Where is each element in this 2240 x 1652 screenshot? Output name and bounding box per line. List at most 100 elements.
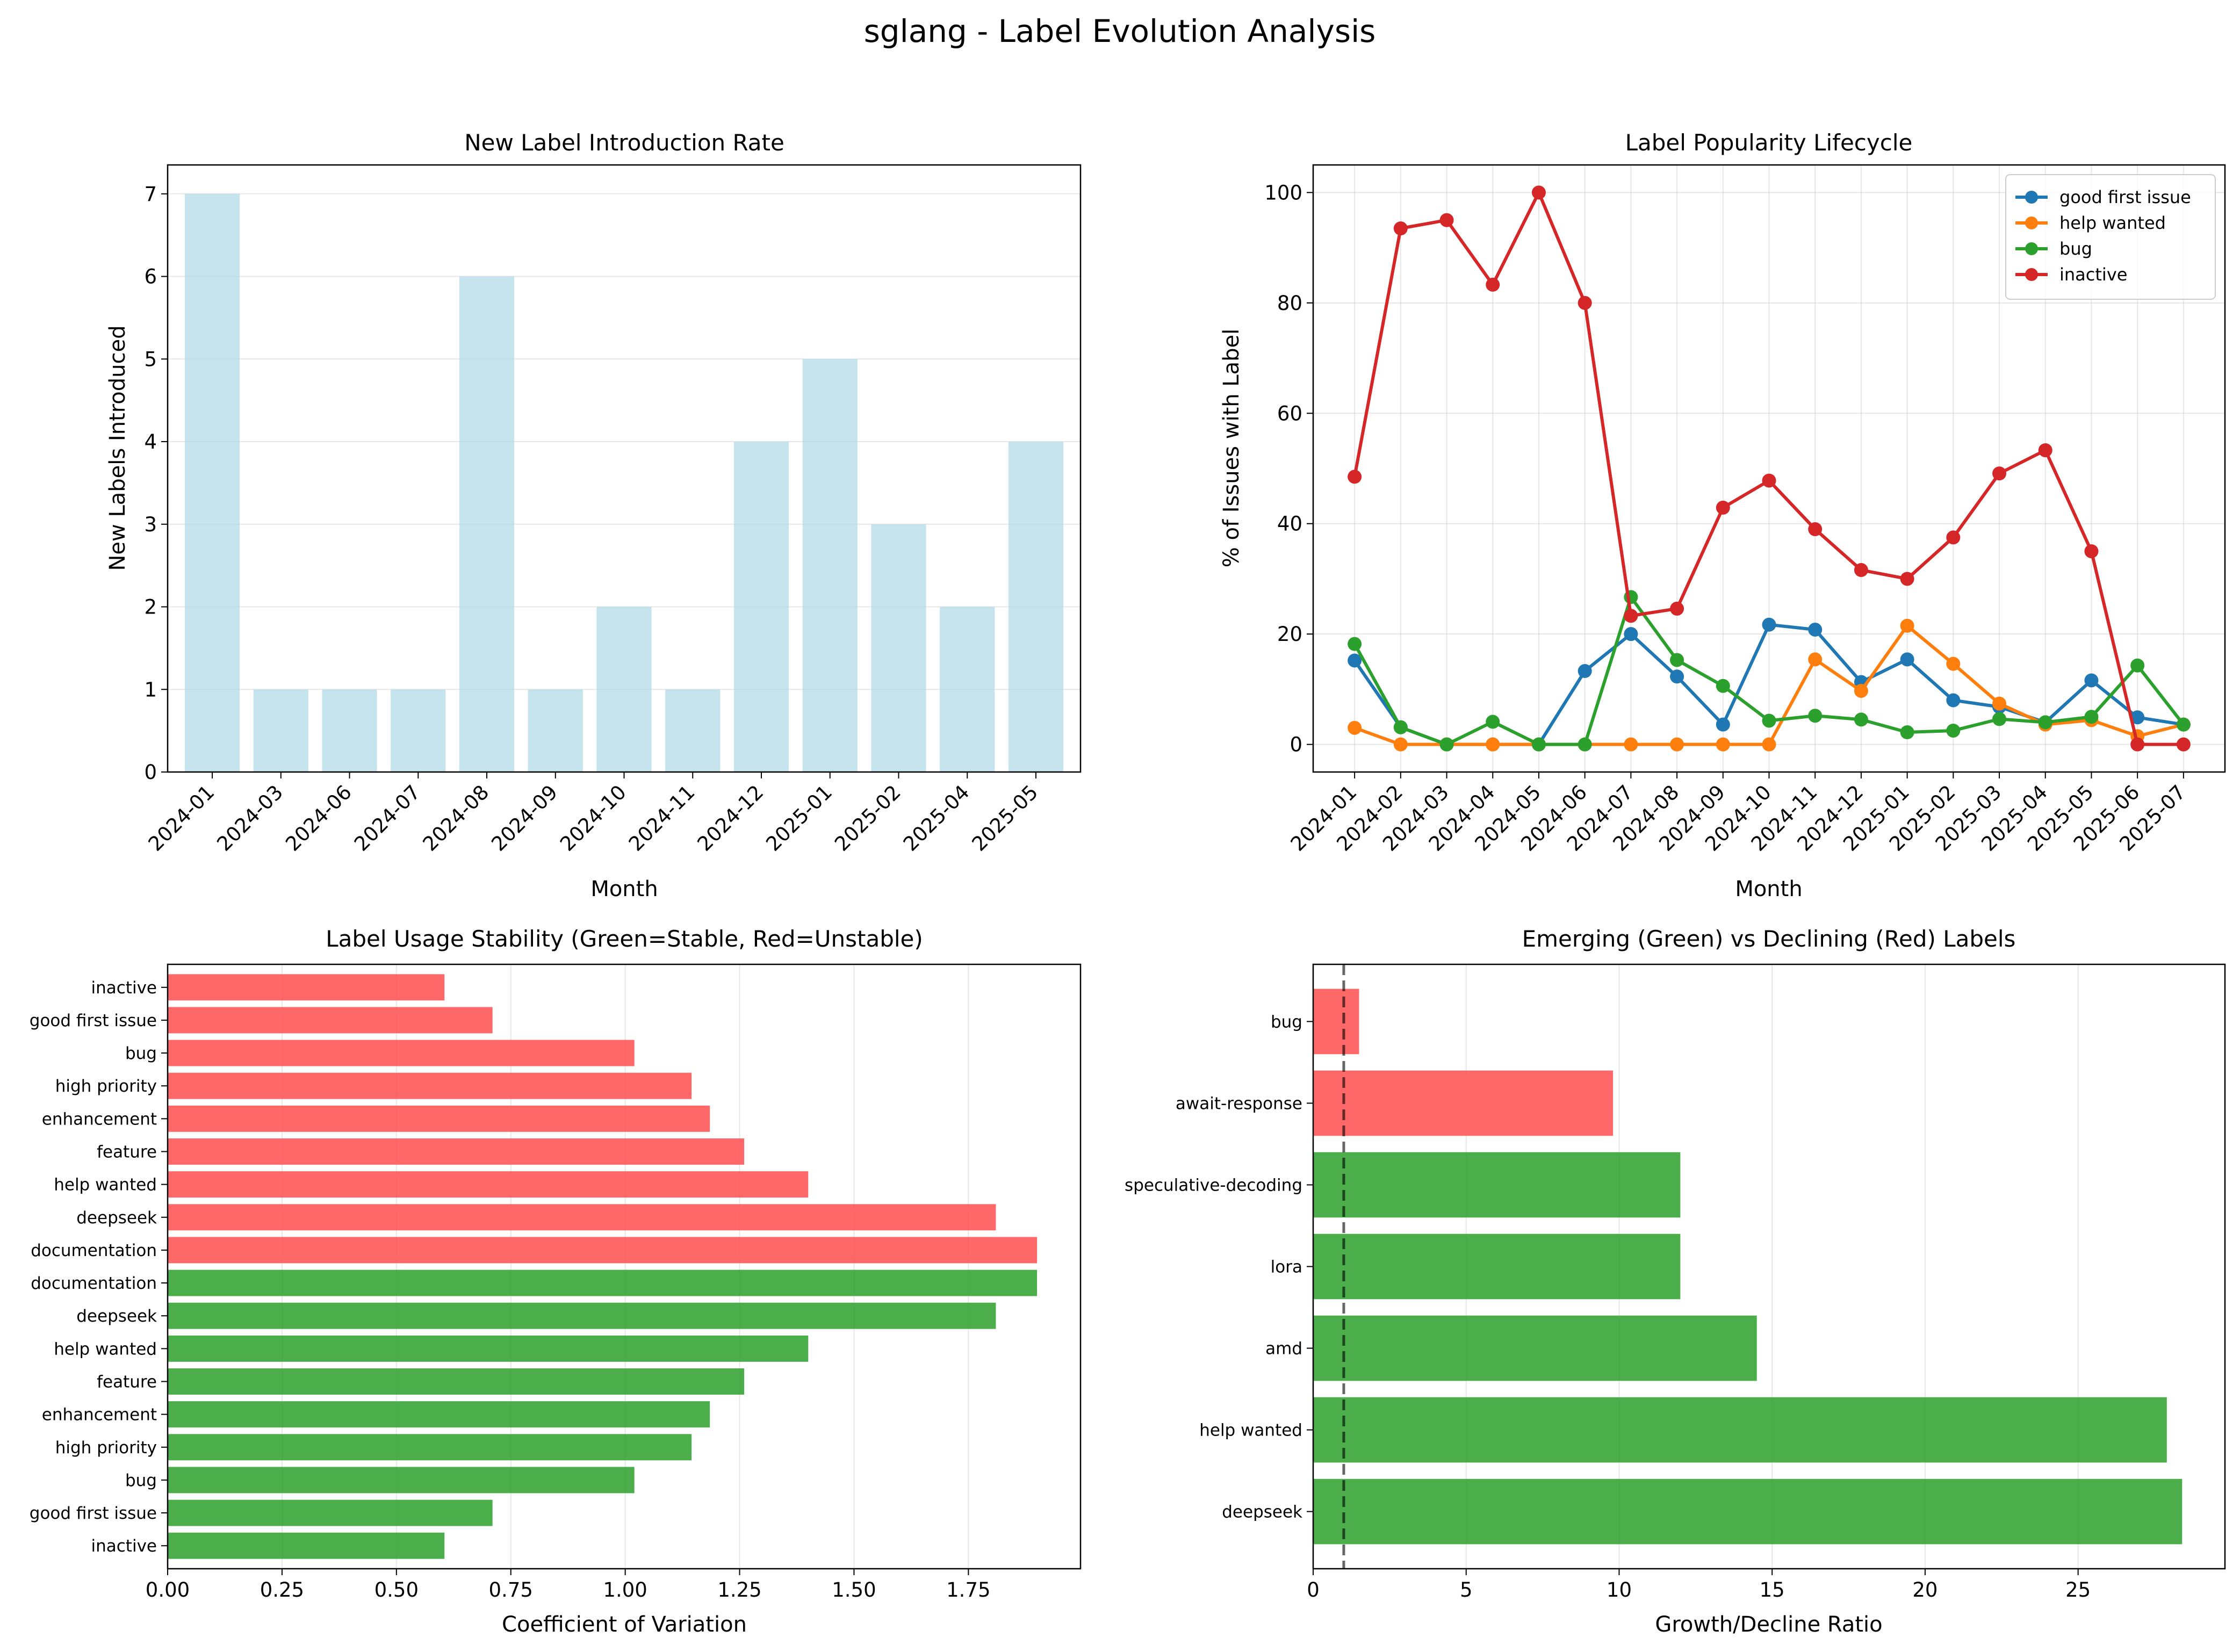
data-point xyxy=(2038,715,2052,730)
data-point xyxy=(1348,470,1362,484)
y-tick-label: 80 xyxy=(1277,292,1302,315)
y-tick-label: speculative-decoding xyxy=(1125,1175,1302,1195)
data-point xyxy=(1900,725,1914,740)
y-tick-label: help wanted xyxy=(54,1339,157,1359)
y-tick-label: feature xyxy=(97,1143,157,1162)
data-point xyxy=(1624,737,1638,752)
x-tick-label: 0.00 xyxy=(146,1578,190,1601)
x-tick-label: 5 xyxy=(1460,1578,1473,1601)
bar xyxy=(184,193,240,772)
data-point xyxy=(1716,500,1730,515)
legend-marker xyxy=(2025,217,2038,229)
y-tick-label: 0 xyxy=(1290,733,1302,756)
data-point xyxy=(1992,696,2007,711)
data-point xyxy=(2038,443,2052,458)
data-point xyxy=(1531,737,1546,752)
y-tick-label: documentation xyxy=(31,1274,157,1293)
bar xyxy=(168,1368,745,1395)
data-point xyxy=(1716,717,1730,732)
data-point xyxy=(1531,185,1546,200)
bar xyxy=(168,1269,1038,1296)
bar xyxy=(168,1302,996,1329)
data-point xyxy=(1578,295,1592,310)
bar xyxy=(322,689,377,772)
bar xyxy=(168,1401,710,1428)
chart-title: Label Popularity Lifecycle xyxy=(1625,129,1913,156)
data-point xyxy=(2084,544,2099,559)
data-point xyxy=(2130,710,2145,725)
figure-title: sglang - Label Evolution Analysis xyxy=(864,13,1376,49)
bar xyxy=(1313,1478,2183,1545)
data-point xyxy=(1716,679,1730,693)
data-point xyxy=(2176,717,2191,732)
data-point xyxy=(1900,652,1914,667)
bar xyxy=(871,524,926,772)
data-point xyxy=(1762,713,1776,728)
data-point xyxy=(1900,618,1914,633)
data-point xyxy=(1808,522,1823,536)
bar xyxy=(596,607,652,772)
data-point xyxy=(1762,617,1776,632)
bar xyxy=(168,1007,493,1034)
y-tick-label: help wanted xyxy=(1199,1421,1302,1440)
data-point xyxy=(1946,657,1961,671)
bar xyxy=(168,1072,692,1099)
plot-frame xyxy=(167,963,1082,1570)
y-tick-label: lora xyxy=(1271,1258,1302,1277)
data-point xyxy=(1946,693,1961,708)
legend-entry: good first issue xyxy=(2059,187,2191,207)
y-axis-label: % of Issues with Label xyxy=(1219,329,1244,567)
data-point xyxy=(1624,609,1638,623)
data-point xyxy=(1670,737,1684,752)
data-point xyxy=(1854,712,1868,727)
y-tick-label: 5 xyxy=(144,348,157,371)
y-tick-label: inactive xyxy=(91,978,157,998)
y-tick-label: amd xyxy=(1265,1339,1302,1359)
y-tick-label: 7 xyxy=(144,183,157,206)
data-point xyxy=(2130,737,2145,752)
x-tick-label: 0 xyxy=(1307,1578,1320,1601)
y-tick-label: bug xyxy=(125,1044,157,1063)
legend-marker xyxy=(2025,191,2038,204)
legend-marker xyxy=(2025,268,2038,281)
x-axis-label: Growth/Decline Ratio xyxy=(1655,1612,1882,1637)
bar xyxy=(1313,1152,1681,1218)
bar xyxy=(168,974,445,1001)
chart-title: New Label Introduction Rate xyxy=(464,129,784,156)
data-point xyxy=(1900,572,1914,586)
y-tick-label: enhancement xyxy=(42,1405,157,1425)
data-point xyxy=(1393,737,1408,752)
y-tick-label: 4 xyxy=(144,430,157,453)
data-point xyxy=(2084,710,2099,724)
data-point xyxy=(1348,653,1362,668)
x-tick-label: 0.25 xyxy=(260,1578,304,1601)
x-tick-label: 1.25 xyxy=(717,1578,761,1601)
data-point xyxy=(1992,466,2007,481)
x-tick-label: 15 xyxy=(1760,1578,1785,1601)
legend-entry: help wanted xyxy=(2059,213,2166,233)
y-tick-label: inactive xyxy=(91,1536,157,1556)
chart-title: Label Usage Stability (Green=Stable, Red… xyxy=(326,926,923,952)
x-tick-label: 1.75 xyxy=(946,1578,990,1601)
y-tick-label: 40 xyxy=(1277,513,1302,536)
bar xyxy=(168,1499,493,1526)
bar xyxy=(168,1434,692,1461)
y-tick-label: good first issue xyxy=(30,1011,157,1030)
data-point xyxy=(1670,669,1684,684)
x-tick-label: 10 xyxy=(1607,1578,1632,1601)
data-point xyxy=(1762,473,1776,488)
y-tick-label: high priority xyxy=(55,1438,157,1458)
bar xyxy=(1313,989,1359,1055)
y-tick-label: documentation xyxy=(31,1241,157,1260)
data-point xyxy=(1808,652,1823,667)
y-tick-label: 1 xyxy=(144,678,157,701)
bar xyxy=(1313,1315,1757,1381)
bar xyxy=(253,689,308,772)
bar xyxy=(168,1138,745,1165)
data-point xyxy=(1808,709,1823,723)
y-tick-label: 100 xyxy=(1264,181,1302,204)
bar xyxy=(1008,442,1064,772)
bar xyxy=(733,442,789,772)
y-tick-label: 3 xyxy=(144,513,157,536)
x-tick-label: 1.50 xyxy=(832,1578,876,1601)
